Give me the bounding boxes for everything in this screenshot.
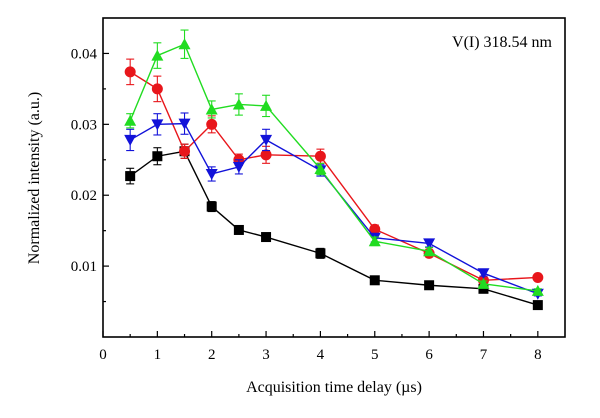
data-point — [124, 114, 137, 126]
y-axis-label: Normalized intensity (a.u.) — [26, 92, 43, 264]
series-line — [129, 71, 538, 281]
data-point — [314, 162, 327, 174]
data-point — [369, 223, 381, 235]
series-layer — [124, 29, 544, 311]
data-point — [477, 268, 490, 280]
y-tick-label: 0.01 — [71, 259, 97, 275]
plot-frame — [102, 17, 566, 338]
axis-ticks: 0 1 2 3 4 5 6 7 8 0.01 0.02 0.03 0.04 — [71, 46, 542, 363]
data-point — [423, 245, 436, 257]
data-point — [152, 151, 163, 162]
data-point — [369, 275, 380, 286]
data-point — [151, 119, 164, 131]
data-point — [477, 277, 490, 289]
data-point — [314, 150, 326, 162]
data-point — [125, 171, 136, 182]
series-square — [125, 143, 543, 311]
x-tick-label: 4 — [317, 347, 325, 363]
chart-annotation: V(I) 318.54 nm — [452, 34, 553, 51]
data-point — [124, 134, 137, 146]
data-point — [179, 145, 191, 157]
series-triangle-up — [124, 29, 544, 296]
data-point — [532, 271, 544, 283]
x-tick-label: 1 — [154, 347, 162, 363]
data-point — [124, 66, 136, 78]
data-point — [232, 161, 245, 173]
data-point — [424, 280, 435, 291]
series-line — [129, 43, 538, 292]
data-point — [260, 149, 272, 161]
x-tick-label: 8 — [534, 347, 542, 363]
x-tick-label: 0 — [99, 347, 107, 363]
x-tick-label: 2 — [208, 347, 216, 363]
x-tick-label: 6 — [425, 347, 433, 363]
series-line — [129, 122, 539, 295]
data-point — [368, 235, 381, 247]
y-tick-label: 0.02 — [71, 188, 97, 204]
data-point — [206, 118, 218, 130]
data-point — [178, 38, 191, 50]
y-tick-label: 0.04 — [71, 46, 98, 62]
x-tick-label: 3 — [262, 347, 270, 363]
data-point — [315, 248, 326, 259]
x-axis-label: Acquisition time delay (µs) — [246, 379, 422, 396]
data-point — [532, 300, 543, 311]
x-tick-label: 5 — [371, 347, 379, 363]
data-point — [178, 118, 191, 130]
data-point — [260, 134, 273, 146]
x-tick-label: 7 — [480, 347, 488, 363]
data-point — [261, 232, 272, 243]
data-point — [205, 168, 218, 180]
series-triangle-down — [124, 112, 544, 300]
y-tick-label: 0.03 — [71, 117, 97, 133]
data-point — [151, 83, 163, 95]
data-point — [151, 49, 164, 61]
data-point — [232, 98, 245, 110]
data-point — [423, 238, 436, 250]
data-point — [233, 224, 244, 235]
data-point — [531, 284, 544, 296]
series-circle — [124, 58, 544, 286]
data-point — [260, 99, 273, 111]
data-point — [205, 103, 218, 115]
data-point — [206, 201, 217, 212]
